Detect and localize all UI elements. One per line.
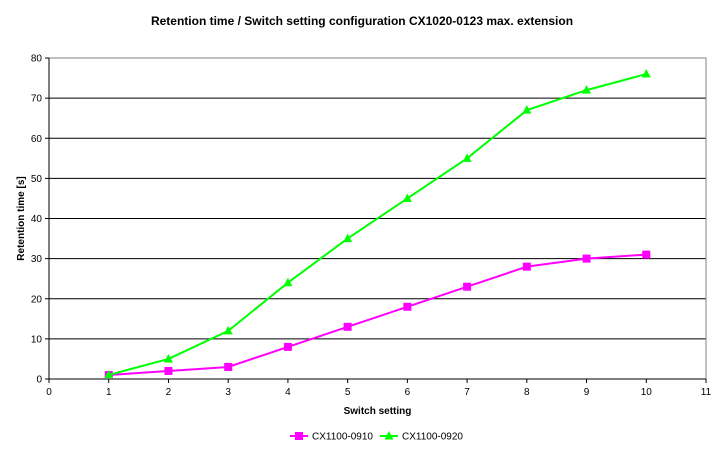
y-tick-label: 80 (31, 54, 43, 65)
data-point (403, 302, 412, 311)
y-tick-label: 10 (31, 334, 43, 345)
series-2 (104, 69, 651, 379)
data-point (642, 250, 651, 259)
legend-label: CX1100-0910 (312, 432, 373, 443)
y-tick-label: 50 (31, 174, 43, 185)
x-tick-label: 1 (106, 387, 112, 398)
gridlines (49, 57, 706, 340)
data-point (223, 325, 233, 335)
data-point (641, 69, 651, 78)
x-tick-label: 2 (166, 387, 172, 398)
y-tick-label: 40 (31, 214, 43, 225)
data-point (163, 353, 173, 363)
data-point (343, 322, 352, 331)
y-tick-label: 30 (31, 254, 43, 265)
y-axis-label: Retention time [s] (16, 176, 27, 260)
x-axis-label: Switch setting (344, 406, 412, 417)
data-point (582, 254, 591, 263)
legend-marker (384, 431, 394, 440)
legend-label: CX1100-0920 (402, 432, 463, 443)
x-tick-label: 6 (405, 387, 411, 398)
data-point (582, 85, 592, 94)
y-tick-label: 60 (31, 134, 43, 145)
axes: 0 10 20 30 40 50 60 70 80 0 1 2 3 4 5 6 7 8 9 10 11 (31, 54, 712, 399)
series-line (108, 253, 647, 376)
data-point (104, 369, 114, 379)
data-point (402, 193, 412, 202)
x-tick-label: 10 (641, 387, 653, 398)
x-tick-label: 5 (345, 387, 351, 398)
x-tick-label: 11 (701, 387, 712, 398)
y-tick-label: 0 (36, 375, 42, 386)
series-1 (104, 250, 651, 379)
data-point (224, 362, 233, 371)
y-tick-label: 20 (31, 294, 43, 305)
legend: CX1100-0910 CX1100-0920 (290, 431, 463, 443)
legend-item: CX1100-0910 (290, 432, 373, 443)
series-layer (104, 69, 651, 379)
data-point (283, 342, 292, 351)
x-tick-label: 3 (225, 387, 231, 398)
x-tick-label: 8 (524, 387, 530, 398)
x-tick-label: 0 (46, 387, 52, 398)
legend-marker (295, 432, 303, 440)
data-point (164, 366, 173, 375)
data-point (522, 105, 532, 114)
data-point (343, 233, 353, 243)
data-point (522, 262, 531, 271)
data-point (283, 277, 293, 287)
data-point (463, 282, 472, 291)
series-line (108, 73, 647, 376)
x-tick-label: 9 (584, 387, 590, 398)
legend-item: CX1100-0920 (380, 431, 463, 443)
y-tick-label: 70 (31, 94, 43, 105)
x-tick-label: 4 (285, 387, 291, 398)
x-tick-label: 7 (464, 387, 470, 398)
data-point (462, 153, 472, 162)
chart-title: Retention time / Switch setting configur… (151, 14, 573, 28)
